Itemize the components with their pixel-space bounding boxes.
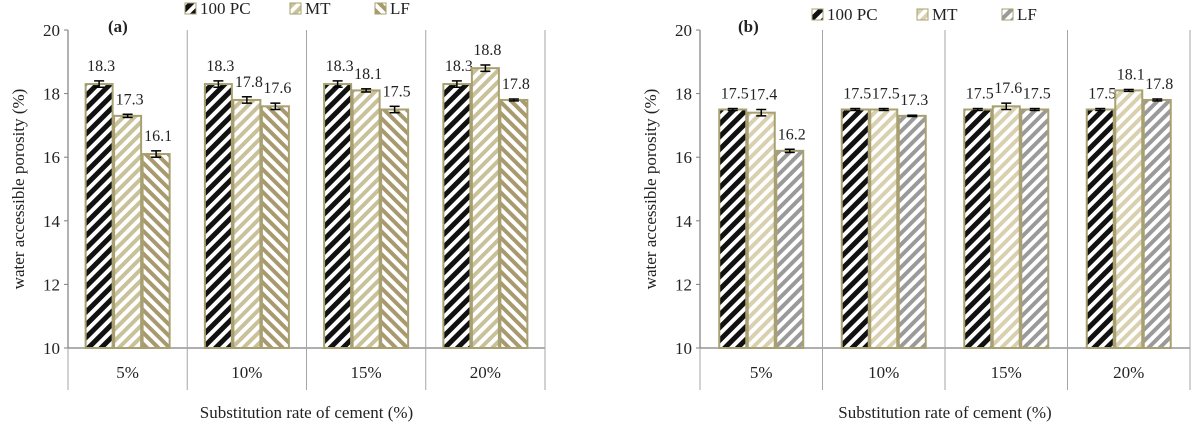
data-label: 18.3: [206, 58, 234, 75]
y-axis-label: water accessible porosity (%): [9, 89, 28, 290]
bar-100-pc-10pct: [840, 108, 870, 349]
legend-swatch: [916, 8, 929, 21]
bar-lf-15pct: [380, 108, 410, 349]
x-axis-label: Substitution rate of cement (%): [838, 403, 1051, 422]
bar-lf-20pct: [1142, 98, 1172, 349]
bar-lf-5pct: [141, 153, 171, 349]
legend-label: 100 PC: [200, 0, 251, 18]
panel-label: (b): [738, 17, 759, 36]
data-label: 17.5: [1023, 86, 1051, 103]
data-label: 17.4: [749, 87, 777, 104]
data-label: 17.8: [1145, 76, 1173, 93]
y-tick-label: 20: [43, 21, 60, 40]
legend-label: MT: [932, 5, 958, 24]
x-tick-label: 20%: [470, 363, 501, 382]
bar-100-pc-15pct: [963, 108, 993, 349]
legend-label: LF: [1017, 5, 1037, 24]
data-label: 17.5: [721, 86, 749, 103]
bar-lf-5pct: [775, 149, 805, 349]
x-tick-label: 5%: [116, 363, 139, 382]
bar-mt-20pct: [470, 67, 500, 349]
data-label: 18.1: [354, 66, 382, 83]
bar-mt-10pct: [869, 108, 899, 349]
data-label: 17.8: [502, 76, 530, 93]
data-label: 18.8: [473, 42, 501, 59]
data-label: 18.3: [87, 58, 115, 75]
data-label: 17.8: [235, 74, 263, 91]
bar-mt-15pct: [991, 105, 1021, 349]
bar-100-pc-20pct: [1085, 108, 1115, 349]
bar-lf-10pct: [897, 114, 927, 349]
y-tick-label: 14: [675, 212, 693, 231]
bar-lf-15pct: [1020, 108, 1050, 349]
panel-label: (a): [108, 17, 128, 36]
legend-swatch: [289, 2, 302, 15]
bar-lf-20pct: [499, 98, 529, 349]
x-tick-label: 20%: [1113, 363, 1144, 382]
y-tick-label: 18: [43, 85, 60, 104]
bar-100-pc-5pct: [84, 83, 114, 349]
bar-100-pc-15pct: [323, 83, 353, 349]
data-label: 17.6: [994, 80, 1022, 97]
y-tick-label: 10: [43, 339, 60, 358]
x-tick-label: 10%: [868, 363, 899, 382]
bar-mt-20pct: [1114, 89, 1144, 349]
legend-swatch: [811, 8, 824, 21]
data-label: 17.5: [1088, 86, 1116, 103]
x-tick-label: 5%: [750, 363, 773, 382]
data-label: 17.5: [872, 86, 900, 103]
data-label: 18.1: [1117, 66, 1145, 83]
bar-100-pc-5pct: [718, 108, 748, 349]
legend-label: MT: [305, 0, 331, 18]
data-label: 17.5: [843, 86, 871, 103]
bar-mt-15pct: [351, 89, 381, 349]
legend-label: LF: [390, 0, 410, 18]
data-label: 16.1: [144, 128, 172, 145]
bar-mt-10pct: [232, 98, 262, 349]
bar-100-pc-10pct: [203, 83, 233, 349]
bar-mt-5pct: [746, 111, 776, 350]
legend-swatch: [184, 2, 197, 15]
legend-label: 100 PC: [827, 5, 878, 24]
legend-swatch: [1001, 8, 1014, 21]
y-axis-label: water accessible porosity (%): [641, 89, 660, 290]
y-tick-label: 12: [675, 275, 692, 294]
bar-lf-10pct: [260, 105, 290, 349]
x-tick-label: 10%: [231, 363, 262, 382]
y-tick-label: 16: [43, 148, 60, 167]
data-label: 18.3: [445, 58, 473, 75]
legend-swatch: [374, 2, 387, 15]
data-label: 18.3: [326, 58, 354, 75]
bar-mt-5pct: [113, 114, 143, 349]
x-tick-label: 15%: [351, 363, 382, 382]
data-label: 17.3: [900, 92, 928, 109]
y-tick-label: 14: [43, 212, 61, 231]
bar-100-pc-20pct: [442, 83, 472, 349]
data-label: 17.5: [966, 86, 994, 103]
x-tick-label: 15%: [991, 363, 1022, 382]
y-tick-label: 18: [675, 85, 692, 104]
y-tick-label: 10: [675, 339, 692, 358]
data-label: 16.2: [778, 126, 806, 143]
data-label: 17.3: [116, 91, 144, 108]
y-tick-label: 20: [675, 21, 692, 40]
y-tick-label: 12: [43, 275, 60, 294]
x-axis-label: Substitution rate of cement (%): [200, 403, 413, 422]
data-label: 17.6: [263, 80, 291, 97]
y-tick-label: 16: [675, 148, 692, 167]
data-label: 17.5: [383, 83, 411, 100]
